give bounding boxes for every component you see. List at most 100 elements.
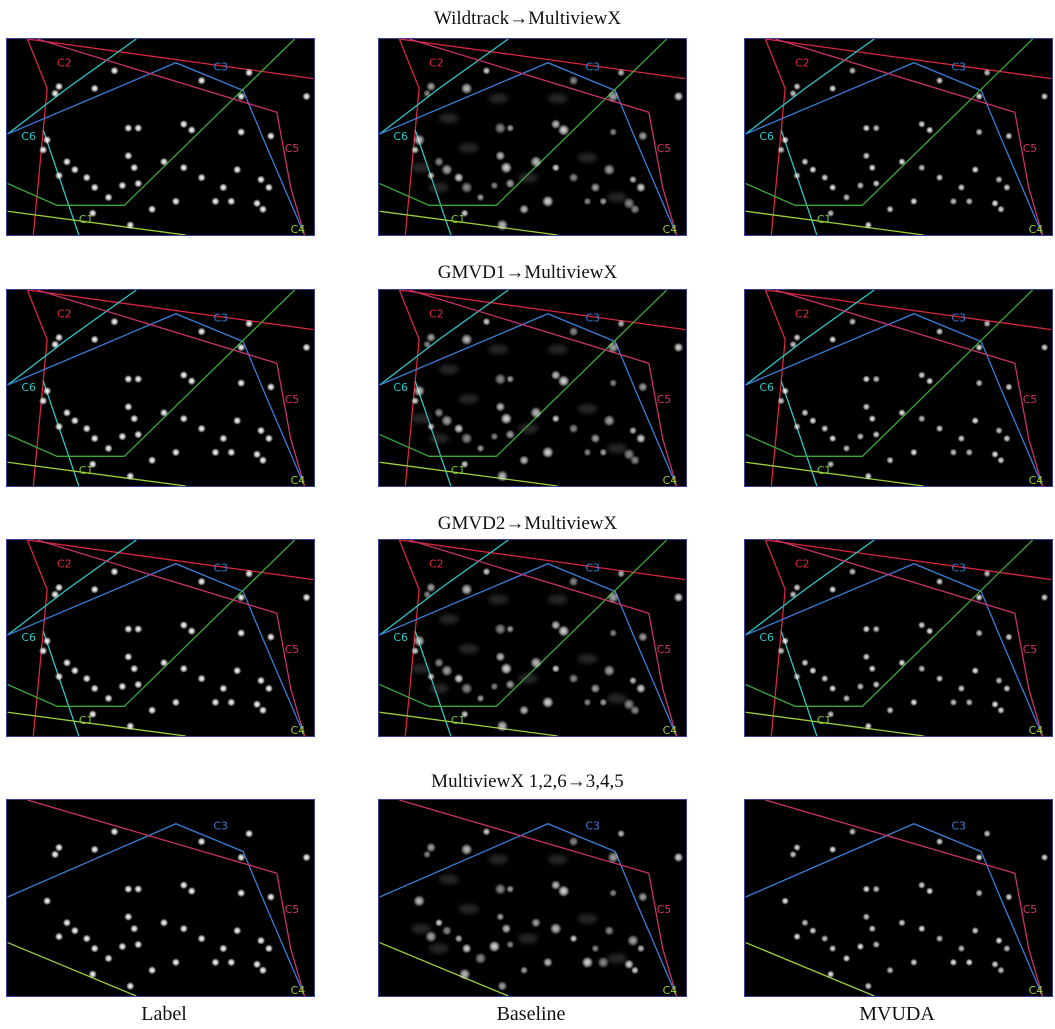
detection-blob — [497, 981, 508, 992]
detection-blob — [266, 131, 276, 141]
detection-blob — [801, 157, 809, 166]
detection-blob — [1040, 92, 1049, 101]
detection-blob — [617, 569, 626, 578]
detection-blob — [460, 82, 473, 95]
detection-blob — [872, 430, 880, 439]
detection-blob — [935, 424, 944, 433]
detection-blob — [590, 683, 601, 694]
detection-blob — [134, 884, 143, 894]
detection-blob — [237, 888, 246, 898]
detection-blob — [557, 124, 570, 137]
camera-label-c5: C5 — [285, 643, 300, 656]
detection-blob — [62, 918, 72, 927]
detection-blob — [426, 81, 436, 92]
detection-blob — [506, 375, 515, 384]
detection-blob — [531, 917, 541, 928]
detection-blob — [411, 646, 420, 655]
detection-blob — [482, 317, 491, 326]
heatmap-graphic: C2 C3 C6 C5 C1 C4 — [7, 39, 314, 235]
detection-blob — [187, 125, 196, 135]
camera-region-c2 — [26, 290, 314, 486]
detection-blob — [856, 682, 865, 691]
camera-label-c5: C5 — [1023, 393, 1038, 406]
camera-label-c4: C4 — [663, 474, 678, 486]
camera-label-c1: C1 — [79, 464, 94, 477]
noise-smear — [458, 393, 479, 404]
detection-blob — [88, 209, 97, 218]
detection-blob — [864, 221, 873, 229]
detection-blob — [1003, 944, 1011, 953]
detection-blob — [949, 698, 958, 707]
camera-region-c4 — [7, 941, 137, 996]
detection-blob — [90, 183, 99, 192]
detection-blob — [864, 722, 873, 730]
detection-blob — [39, 145, 48, 155]
detection-blobs — [411, 66, 684, 232]
detection-blob — [519, 204, 530, 215]
detection-blob — [848, 827, 857, 836]
heatmap-graphic: C2 C3 C6 C5 C1 C4 — [7, 290, 314, 486]
detection-blob — [110, 66, 119, 75]
detection-blob — [629, 426, 637, 435]
detection-blob — [256, 676, 266, 685]
detection-blob — [70, 165, 80, 174]
detection-blob — [39, 396, 48, 406]
camera-label-c3: C3 — [585, 820, 600, 833]
detection-blob — [227, 197, 236, 206]
detection-blob — [997, 706, 1005, 715]
detection-blob — [630, 705, 640, 716]
camera-region-c4 — [7, 461, 186, 486]
detection-blob — [476, 193, 485, 202]
detection-blob — [134, 624, 143, 634]
detection-blob — [789, 340, 797, 349]
detection-blob — [482, 66, 491, 75]
detection-blob — [197, 327, 206, 336]
camera-region-c4 — [7, 210, 186, 235]
detection-blob — [197, 424, 206, 433]
detection-blob — [130, 163, 139, 172]
detection-blob — [635, 182, 646, 193]
detection-blob — [997, 205, 1005, 214]
detection-blob — [494, 623, 507, 636]
detection-blob — [856, 181, 865, 190]
detection-blob — [134, 179, 143, 188]
heatmap-panel-mvuda-row2: C2 C3 C6 C5 C1 C4 — [744, 289, 1053, 487]
camera-label-c4: C4 — [663, 724, 678, 736]
detection-blob — [991, 199, 999, 208]
detection-blob — [70, 416, 80, 425]
detection-blob — [264, 944, 274, 953]
camera-region-c6 — [379, 540, 509, 736]
detection-blob — [258, 706, 268, 715]
detection-blob — [147, 706, 157, 715]
detection-blob — [413, 385, 426, 397]
detection-blob — [617, 319, 626, 328]
detection-blob — [1040, 343, 1049, 352]
detection-blob — [237, 343, 246, 352]
noise-smear — [577, 152, 598, 163]
detection-blob — [557, 375, 570, 388]
detection-blob — [935, 934, 944, 943]
camera-region-c3 — [379, 62, 678, 235]
noise-smear — [518, 933, 538, 944]
detection-blob — [781, 387, 789, 395]
detection-blob — [423, 850, 432, 859]
heatmap-panel-baseline-row3: C2 C3 C6 C5 C1 C4 — [378, 539, 687, 737]
camera-label-c2: C2 — [429, 558, 444, 571]
detection-blobs — [411, 567, 684, 733]
detection-blob — [482, 567, 491, 576]
detection-blob — [258, 456, 268, 465]
detection-blob — [124, 652, 133, 661]
detection-blobs — [42, 827, 311, 991]
camera-region-c5 — [775, 39, 1044, 235]
detection-blob — [62, 658, 72, 667]
detection-blob — [609, 629, 618, 638]
detection-blob — [898, 157, 906, 166]
detection-blob — [440, 163, 453, 176]
detection-blob — [147, 456, 157, 465]
detection-blob — [603, 664, 616, 677]
detection-blob — [983, 68, 991, 77]
detection-blob — [520, 966, 529, 975]
detection-blob — [302, 593, 311, 602]
camera-region-c5 — [37, 290, 306, 486]
noise-smear — [607, 443, 628, 454]
